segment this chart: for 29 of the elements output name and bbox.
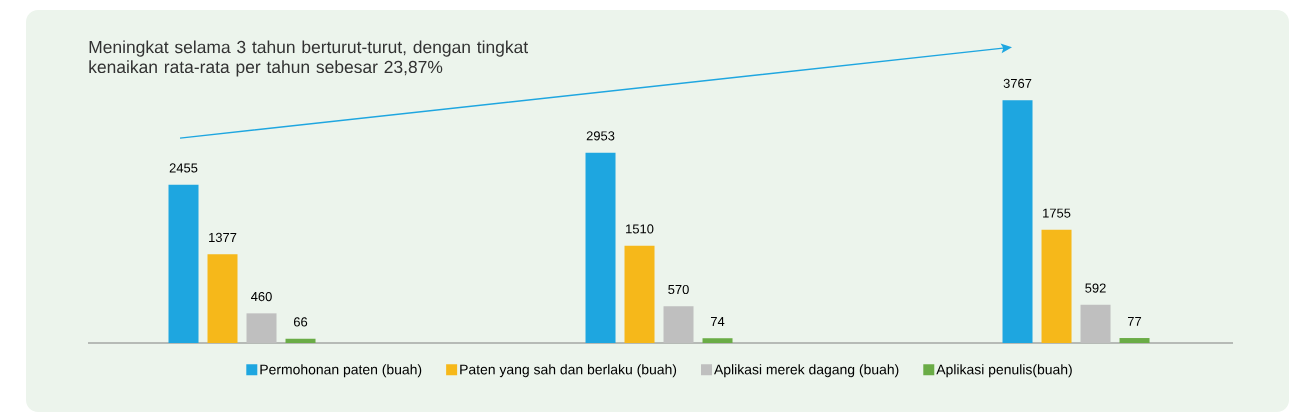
bar	[1119, 338, 1150, 343]
data-label: 77	[1127, 316, 1142, 326]
data-label: 460	[251, 291, 272, 302]
bar	[663, 306, 694, 343]
data-label: 3767	[1003, 78, 1032, 88]
data-label: 2455	[169, 163, 198, 173]
bar	[1080, 304, 1111, 343]
bar	[207, 254, 238, 343]
data-label: 1377	[209, 232, 237, 243]
legend-label: Aplikasi penulis(buah)	[936, 364, 1072, 378]
bar	[585, 152, 616, 343]
bar	[168, 184, 199, 343]
bar	[1041, 229, 1072, 343]
data-label: 66	[293, 317, 308, 327]
text: Meningkat selama 3 tahun berturut-turut, dengan tingkat kenaikan rata-rata per tahun sebesar 23,87%	[89, 40, 529, 77]
legend-label: Permohonan paten (buah)	[260, 364, 422, 378]
data-label: 74	[710, 317, 725, 327]
data-label: 592	[1085, 283, 1106, 293]
data-label: 570	[668, 284, 689, 295]
bar	[246, 313, 277, 343]
bar	[702, 338, 733, 343]
data-label: 1510	[626, 224, 654, 234]
legend-label: Aplikasi merek dagang (buah)	[714, 364, 899, 378]
bar	[1002, 100, 1033, 343]
bar	[624, 245, 655, 343]
data-label: 1755	[1043, 208, 1071, 218]
legend-label: Paten yang sah dan berlaku (buah)	[460, 364, 677, 378]
data-label: 2953	[586, 131, 615, 141]
bar	[285, 338, 316, 343]
